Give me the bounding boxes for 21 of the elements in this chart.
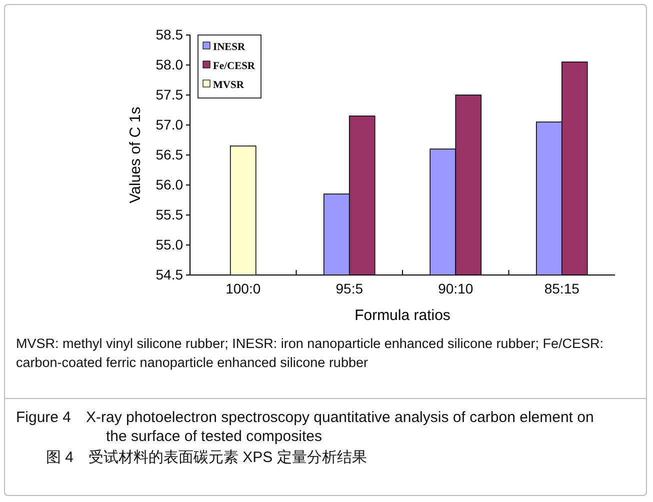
x-tick-label: 95:5 xyxy=(336,280,364,296)
y-tick-label: 55.5 xyxy=(156,206,184,222)
text: MVSR: methyl vinyl silicone rubber; INESR: iron nanoparticle enhanced silicone rubber; Fe/CESR: carbon-coated ferric nanoparticle enhanced silicone rubber xyxy=(16,335,605,372)
legend-label: MVSR xyxy=(213,80,244,91)
y-tick-label: 55.0 xyxy=(156,236,184,252)
y-tick-label: 57.5 xyxy=(156,86,184,102)
x-tick-label: 85:15 xyxy=(544,280,580,296)
y-tick-label: 57.0 xyxy=(156,116,184,132)
y-tick-label: 58.0 xyxy=(156,56,184,72)
caption: Figure 4 X-ray photoelectron spectroscopy quantitative analysis of carbon element on the surface of tested composites xyxy=(16,408,595,446)
legend-label: INESR xyxy=(213,42,246,53)
x-axis-title: Formula ratios xyxy=(354,307,450,324)
x-tick-label: 100:0 xyxy=(226,280,261,296)
y-tick-label: 54.5 xyxy=(156,266,184,282)
x-tick-label: 90:10 xyxy=(438,280,474,296)
y-axis-title: Values of C 1s xyxy=(127,106,144,204)
y-tick-label: 56.5 xyxy=(156,146,184,162)
legend-label: Fe/CESR xyxy=(213,61,256,72)
caption: 图 4 受试材料的表面碳元素 XPS 定量分析结果 xyxy=(46,448,367,467)
y-tick-label: 56.0 xyxy=(156,176,184,192)
y-tick-label: 58.5 xyxy=(156,26,184,42)
